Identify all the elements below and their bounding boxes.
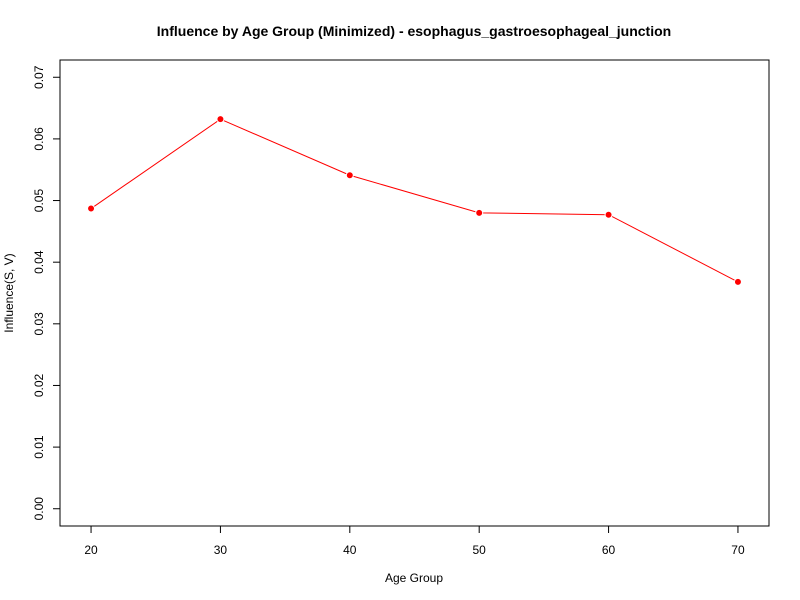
- data-point-20: [87, 204, 96, 213]
- x-tick-label-50: 50: [473, 543, 487, 557]
- y-tick-label-0.02: 0.02: [32, 373, 46, 397]
- data-point-40: [345, 171, 354, 180]
- y-tick-label-0.03: 0.03: [32, 312, 46, 336]
- series-layer: [87, 115, 742, 286]
- y-tick-label-0.01: 0.01: [32, 435, 46, 459]
- y-axis: 0.00 0.01 0.02 0.03 0.04 0.05 0.06 0.07: [32, 65, 60, 520]
- y-tick-label-0.07: 0.07: [32, 65, 46, 89]
- plot-frame: [59, 59, 770, 527]
- x-axis: 20 30 40 50 60 70: [84, 526, 745, 557]
- x-tick-label-30: 30: [214, 543, 228, 557]
- series-line-0: [90, 118, 739, 283]
- x-tick-label-60: 60: [602, 543, 616, 557]
- x-axis-label: Age Group: [385, 571, 443, 585]
- y-tick-label-0.05: 0.05: [32, 189, 46, 213]
- data-point-70: [733, 277, 742, 286]
- data-point-30: [216, 115, 225, 124]
- y-axis-label: Influence(S, V): [2, 253, 16, 332]
- y-tick-label-0.04: 0.04: [32, 250, 46, 274]
- x-tick-label-20: 20: [84, 543, 98, 557]
- data-point-60: [604, 210, 613, 219]
- chart-title: Influence by Age Group (Minimized) - eso…: [157, 23, 671, 39]
- y-tick-label-0.06: 0.06: [32, 127, 46, 151]
- y-tick-label-0.00: 0.00: [32, 497, 46, 521]
- x-tick-label-40: 40: [343, 543, 357, 557]
- data-point-50: [475, 208, 484, 217]
- x-tick-label-70: 70: [731, 543, 745, 557]
